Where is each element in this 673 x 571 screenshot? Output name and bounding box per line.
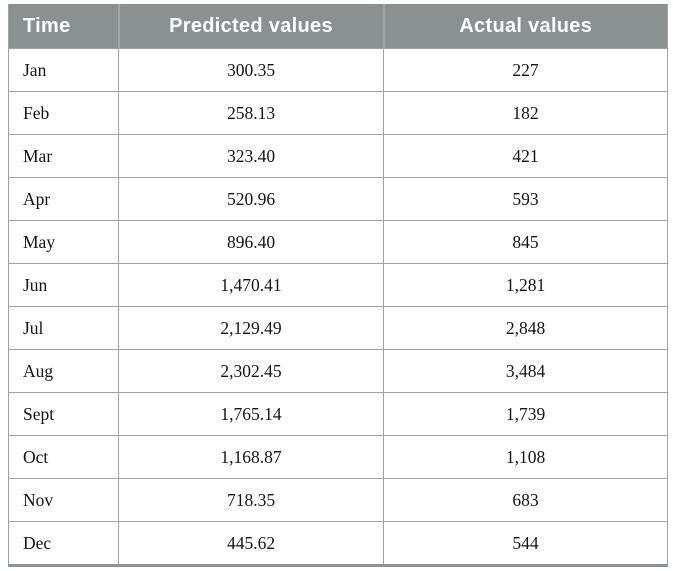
time-cell: Aug xyxy=(8,349,119,393)
actual-cell: 2,848 xyxy=(383,306,668,350)
column-header-predicted: Predicted values xyxy=(117,4,384,49)
predicted-cell: 718.35 xyxy=(118,478,384,522)
table-row: Jul 2,129.49 2,848 xyxy=(8,306,668,350)
time-cell: Dec xyxy=(8,521,119,566)
table-body: Jan 300.35 227 Feb 258.13 182 Mar 323.40… xyxy=(8,48,668,566)
table-row: May 896.40 845 xyxy=(8,220,668,264)
actual-cell: 544 xyxy=(383,521,668,566)
actual-cell: 227 xyxy=(383,48,668,92)
time-cell: Jan xyxy=(8,48,119,92)
time-cell: Mar xyxy=(8,134,119,178)
predicted-cell: 2,129.49 xyxy=(118,306,384,350)
time-cell: May xyxy=(8,220,119,264)
time-cell: Jul xyxy=(8,306,119,350)
table-row: Jun 1,470.41 1,281 xyxy=(8,263,668,307)
column-header-time: Time xyxy=(8,4,119,49)
predicted-cell: 1,470.41 xyxy=(118,263,384,307)
predicted-cell: 323.40 xyxy=(118,134,384,178)
time-cell: Nov xyxy=(8,478,119,522)
actual-cell: 683 xyxy=(383,478,668,522)
actual-cell: 421 xyxy=(383,134,668,178)
predicted-cell: 445.62 xyxy=(118,521,384,566)
predicted-cell: 258.13 xyxy=(118,91,384,135)
prediction-table: Time Predicted values Actual values Jan … xyxy=(8,4,668,567)
actual-cell: 1,739 xyxy=(383,392,668,436)
predicted-cell: 1,168.87 xyxy=(118,435,384,479)
table-row: Oct 1,168.87 1,108 xyxy=(8,435,668,479)
table-row: Sept 1,765.14 1,739 xyxy=(8,392,668,436)
table-row: Feb 258.13 182 xyxy=(8,91,668,135)
table-header: Time Predicted values Actual values xyxy=(8,4,668,49)
actual-cell: 3,484 xyxy=(383,349,668,393)
actual-cell: 845 xyxy=(383,220,668,264)
table-row: Aug 2,302.45 3,484 xyxy=(8,349,668,393)
time-cell: Apr xyxy=(8,177,119,221)
table-row: Dec 445.62 544 xyxy=(8,521,668,566)
predicted-cell: 520.96 xyxy=(118,177,384,221)
table-row: Jan 300.35 227 xyxy=(8,48,668,92)
actual-cell: 593 xyxy=(383,177,668,221)
actual-cell: 1,281 xyxy=(383,263,668,307)
actual-cell: 182 xyxy=(383,91,668,135)
predicted-cell: 1,765.14 xyxy=(118,392,384,436)
column-header-actual: Actual values xyxy=(382,4,668,49)
time-cell: Sept xyxy=(8,392,119,436)
time-cell: Jun xyxy=(8,263,119,307)
table-row: Apr 520.96 593 xyxy=(8,177,668,221)
table-row: Nov 718.35 683 xyxy=(8,478,668,522)
header-row: Time Predicted values Actual values xyxy=(8,4,668,49)
table-row: Mar 323.40 421 xyxy=(8,134,668,178)
predicted-cell: 2,302.45 xyxy=(118,349,384,393)
predicted-cell: 300.35 xyxy=(118,48,384,92)
time-cell: Feb xyxy=(8,91,119,135)
time-cell: Oct xyxy=(8,435,119,479)
predicted-cell: 896.40 xyxy=(118,220,384,264)
actual-cell: 1,108 xyxy=(383,435,668,479)
